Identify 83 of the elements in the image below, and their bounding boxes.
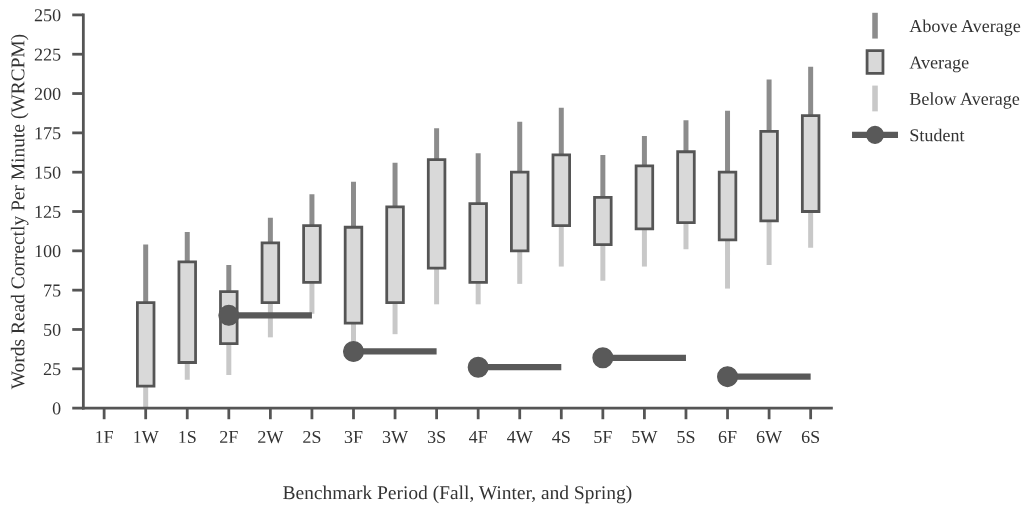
bar bbox=[226, 343, 232, 376]
y-tick-label: 0 bbox=[52, 402, 61, 415]
bar bbox=[800, 114, 821, 213]
bar bbox=[641, 228, 647, 267]
bar bbox=[434, 268, 440, 305]
y-tick-label: 225 bbox=[34, 48, 61, 61]
bar bbox=[343, 225, 364, 325]
bar bbox=[392, 302, 398, 335]
bar bbox=[725, 110, 731, 173]
y-tick-label: 175 bbox=[35, 127, 61, 140]
y-tick-label: 250 bbox=[34, 9, 61, 22]
bar bbox=[551, 153, 571, 228]
bar bbox=[468, 202, 488, 284]
legend-label: Student bbox=[910, 128, 965, 142]
bar bbox=[517, 121, 523, 173]
bar bbox=[143, 244, 149, 303]
bar bbox=[434, 128, 440, 160]
bar bbox=[143, 386, 149, 409]
y-tick-label: 25 bbox=[43, 363, 61, 376]
bar bbox=[725, 239, 731, 289]
y-axis-title: Words Read Correctly Per Minute (WRCPM) bbox=[10, 34, 29, 390]
legend-label: Average bbox=[909, 56, 969, 73]
bar bbox=[558, 225, 564, 267]
x-tick-label: 6F bbox=[718, 430, 737, 444]
bar bbox=[475, 282, 481, 305]
bar bbox=[260, 241, 281, 305]
x-tick-label: 4W bbox=[507, 430, 533, 444]
bar bbox=[683, 120, 689, 152]
bar bbox=[309, 194, 315, 226]
bar bbox=[766, 79, 772, 132]
bar bbox=[184, 231, 190, 262]
bar bbox=[634, 164, 655, 231]
bar bbox=[593, 195, 613, 246]
x-tick-label: 2F bbox=[220, 430, 238, 443]
x-axis-title: Benchmark Period (Fall, Winter, and Spring) bbox=[283, 485, 632, 504]
bar bbox=[766, 220, 772, 265]
x-tick-label: 5W bbox=[632, 431, 658, 444]
bar bbox=[267, 217, 273, 243]
x-tick-label: 5F bbox=[594, 431, 612, 444]
bar bbox=[808, 211, 814, 248]
bar bbox=[302, 224, 322, 284]
bar bbox=[558, 107, 564, 155]
legend-label: Below Average bbox=[909, 92, 1020, 109]
x-tick-label: 4S bbox=[552, 430, 570, 444]
x-tick-label: 1W bbox=[134, 430, 159, 444]
x-tick-label: 1S bbox=[179, 430, 196, 444]
y-tick-label: 150 bbox=[35, 166, 61, 179]
bar bbox=[717, 170, 738, 242]
x-tick-label: 4F bbox=[468, 430, 488, 443]
legend-label: Above Average bbox=[909, 19, 1021, 36]
y-tick-label: 75 bbox=[44, 284, 61, 297]
bar bbox=[135, 301, 156, 388]
bar bbox=[600, 244, 606, 281]
bar bbox=[392, 162, 398, 207]
bar bbox=[641, 136, 647, 166]
bar bbox=[475, 153, 481, 204]
x-tick-label: 6S bbox=[801, 430, 820, 444]
bar bbox=[426, 158, 447, 270]
bar bbox=[226, 264, 232, 292]
y-tick-label: 50 bbox=[44, 323, 61, 336]
x-tick-label: 6W bbox=[756, 430, 783, 444]
bar bbox=[184, 362, 190, 380]
x-tick-label: 2W bbox=[258, 430, 284, 444]
bar bbox=[177, 260, 197, 364]
y-tick-label: 200 bbox=[34, 87, 61, 100]
bar bbox=[676, 150, 696, 224]
bar bbox=[600, 154, 606, 198]
x-tick-label: 3F bbox=[344, 430, 363, 444]
bar bbox=[385, 205, 405, 305]
y-tick-label: 100 bbox=[35, 245, 61, 258]
x-tick-label: 3S bbox=[427, 430, 446, 444]
x-tick-label: 5S bbox=[677, 430, 695, 444]
bar bbox=[309, 282, 315, 314]
bar bbox=[759, 129, 779, 223]
x-tick-label: 3W bbox=[382, 430, 409, 444]
bar bbox=[351, 181, 356, 228]
bar bbox=[510, 170, 530, 253]
bar bbox=[683, 222, 689, 250]
bar bbox=[517, 250, 523, 284]
x-tick-label: 2S bbox=[303, 430, 321, 444]
x-tick-label: 1F bbox=[96, 430, 114, 443]
y-tick-label: 125 bbox=[35, 205, 61, 218]
bar bbox=[808, 66, 814, 116]
